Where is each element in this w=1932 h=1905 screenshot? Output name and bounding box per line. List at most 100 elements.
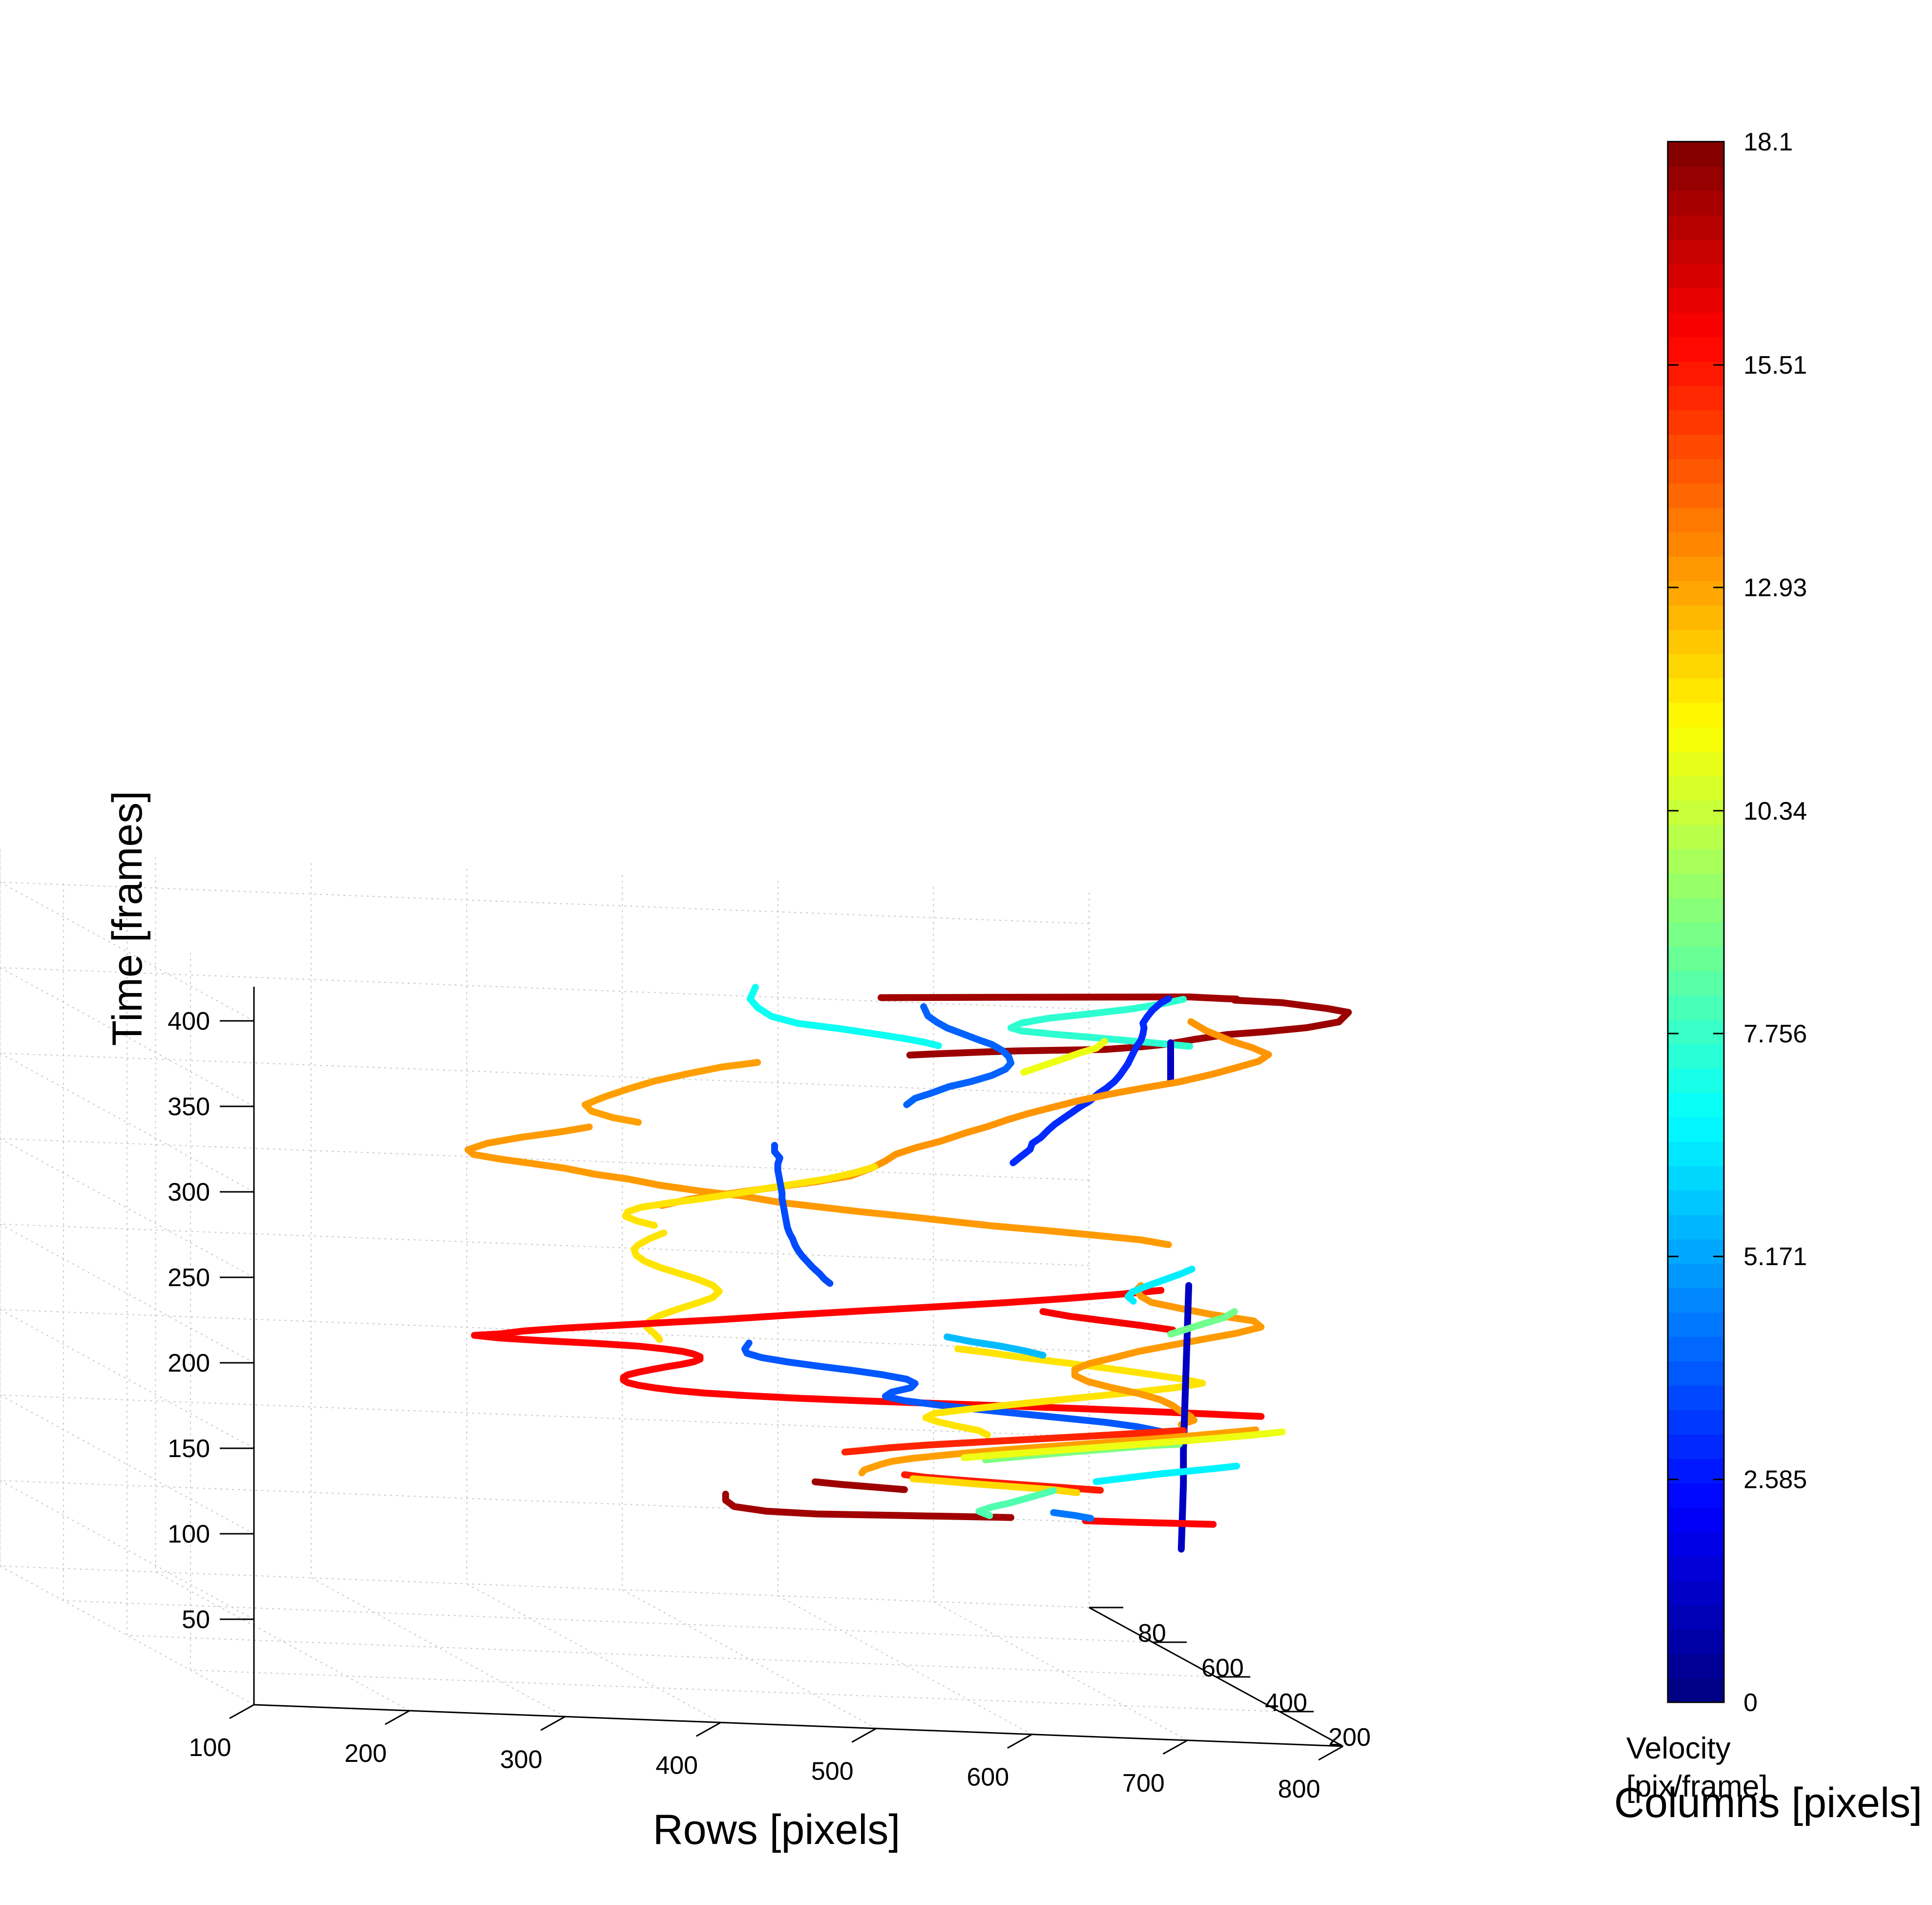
colorbar-swatch bbox=[1668, 1531, 1724, 1557]
colorbar-swatch bbox=[1668, 1092, 1724, 1118]
colorbar-swatch bbox=[1668, 1409, 1724, 1435]
colorbar-tick-label: 15.51 bbox=[1743, 351, 1807, 380]
y-tick-label: 400 bbox=[1265, 1689, 1307, 1717]
colorbar-swatch bbox=[1668, 1361, 1724, 1386]
colorbar-swatch bbox=[1668, 848, 1724, 874]
trajectory-4 bbox=[1009, 995, 1172, 1166]
colorbar-swatch bbox=[1668, 1312, 1724, 1337]
colorbar-swatch bbox=[1668, 507, 1724, 532]
trajectory-14 bbox=[471, 1287, 1265, 1420]
colorbar-swatch bbox=[1668, 214, 1724, 240]
grid-line bbox=[777, 877, 1032, 1735]
colorbar-tick-label: 7.756 bbox=[1743, 1020, 1807, 1048]
trajectory-15 bbox=[741, 1339, 1202, 1443]
colorbar-label: Velocity [pix/frame] bbox=[1626, 1732, 1767, 1803]
colorbar-swatch bbox=[1668, 775, 1724, 801]
colorbar-swatch bbox=[1668, 702, 1724, 728]
colorbar-swatch bbox=[1668, 873, 1724, 898]
colorbar-swatch bbox=[1668, 1507, 1724, 1532]
colorbar-swatch bbox=[1668, 1141, 1724, 1166]
grid-line bbox=[466, 866, 721, 1723]
trajectory-10 bbox=[464, 1123, 1172, 1249]
colorbar-swatch bbox=[1668, 678, 1724, 703]
colorbar-swatch bbox=[1668, 556, 1724, 581]
trajectory-3 bbox=[1008, 995, 1194, 1050]
colorbar-swatch bbox=[1668, 824, 1724, 849]
colorbar-swatch bbox=[1668, 971, 1724, 996]
colorbar-swatch bbox=[1668, 946, 1724, 972]
x-tick-label: 600 bbox=[966, 1763, 1009, 1792]
grid-line bbox=[311, 860, 566, 1717]
grid-line bbox=[0, 1138, 1090, 1278]
colorbar-swatch bbox=[1668, 751, 1724, 776]
z-axis-label: Time [frames] bbox=[104, 791, 151, 1046]
trajectory-34 bbox=[1050, 1509, 1094, 1522]
y-axis-label: Columns [pixels] bbox=[1614, 1779, 1922, 1826]
trajectory-17 bbox=[1071, 1282, 1265, 1428]
grid-line bbox=[0, 967, 1090, 1107]
grid-line bbox=[0, 1480, 1090, 1620]
colorbar-tick-label: 12.93 bbox=[1743, 574, 1807, 602]
colorbar-swatch bbox=[1668, 654, 1724, 679]
colorbar-swatch bbox=[1668, 1263, 1724, 1289]
colorbar-swatch bbox=[1668, 1214, 1724, 1240]
colorbar-swatch bbox=[1668, 605, 1724, 630]
x-axis-label: Rows [pixels] bbox=[653, 1806, 901, 1853]
colorbar-swatch bbox=[1668, 1019, 1724, 1045]
z-tick-label: 100 bbox=[168, 1520, 210, 1548]
trajectory-13 bbox=[771, 1142, 834, 1287]
grid-line bbox=[1089, 889, 1344, 1747]
x-tick-label: 400 bbox=[655, 1751, 698, 1779]
grid-layer bbox=[0, 848, 1344, 1747]
trajectory-5 bbox=[903, 1003, 1014, 1108]
colorbar-tick-label: 10.34 bbox=[1743, 797, 1807, 826]
colorbar-swatch bbox=[1668, 1605, 1724, 1630]
grid-line bbox=[0, 848, 1090, 1608]
colorbar-swatch bbox=[1668, 312, 1724, 338]
colorbar-swatch bbox=[1668, 1239, 1724, 1264]
colorbar: 0 2.585 5.171 7.756 10.34 12.93 15.51 18.1 bbox=[1667, 128, 1807, 1717]
colorbar-swatch bbox=[1668, 1044, 1724, 1069]
colorbar-tick-label: 5.171 bbox=[1743, 1243, 1807, 1271]
colorbar-swatch bbox=[1668, 629, 1724, 655]
x-tick-label: 700 bbox=[1122, 1769, 1165, 1798]
trajectory-30 bbox=[722, 1490, 1014, 1521]
colorbar-swatch bbox=[1668, 1117, 1724, 1142]
x-tick-label: 500 bbox=[811, 1757, 854, 1786]
colorbar-swatch bbox=[1668, 1288, 1724, 1313]
y-tick-label: 600 bbox=[1201, 1654, 1244, 1682]
z-tick-label: 350 bbox=[168, 1093, 210, 1121]
x-tick bbox=[851, 1728, 877, 1743]
colorbar-swatch bbox=[1668, 166, 1724, 191]
x-tick bbox=[384, 1710, 410, 1725]
trajectory-23 bbox=[841, 1427, 1187, 1456]
colorbar-swatch bbox=[1668, 1385, 1724, 1410]
colorbar-swatch bbox=[1668, 239, 1724, 264]
x-tick bbox=[1162, 1739, 1188, 1755]
trajectory-7 bbox=[1020, 1038, 1108, 1076]
colorbar-swatch bbox=[1668, 190, 1724, 215]
grid-line bbox=[0, 1053, 1090, 1192]
colorbar-swatch bbox=[1668, 142, 1724, 167]
colorbar-swatch bbox=[1668, 1482, 1724, 1508]
x-tick bbox=[1007, 1734, 1032, 1749]
trajectory-18 bbox=[1039, 1308, 1176, 1334]
colorbar-swatch bbox=[1668, 1556, 1724, 1581]
y-tick-label: 200 bbox=[1328, 1723, 1371, 1752]
trajectory-22 bbox=[1167, 1308, 1238, 1338]
trajectory-lines bbox=[464, 984, 1352, 1553]
trajectory-32 bbox=[909, 1475, 1081, 1496]
colorbar-swatch bbox=[1668, 531, 1724, 557]
trajectory-31 bbox=[1082, 1517, 1217, 1528]
grid-line bbox=[933, 883, 1188, 1741]
trajectory-0 bbox=[878, 994, 1240, 1003]
z-tick-label: 300 bbox=[168, 1178, 210, 1206]
trajectory-29 bbox=[811, 1478, 908, 1493]
trajectory-2 bbox=[746, 984, 942, 1049]
y-tick-label: 80 bbox=[1138, 1619, 1166, 1648]
x-tick-label: 300 bbox=[500, 1745, 543, 1774]
colorbar-swatch bbox=[1668, 385, 1724, 411]
colorbar-swatch bbox=[1668, 1165, 1724, 1191]
colorbar-swatch bbox=[1668, 1190, 1724, 1215]
